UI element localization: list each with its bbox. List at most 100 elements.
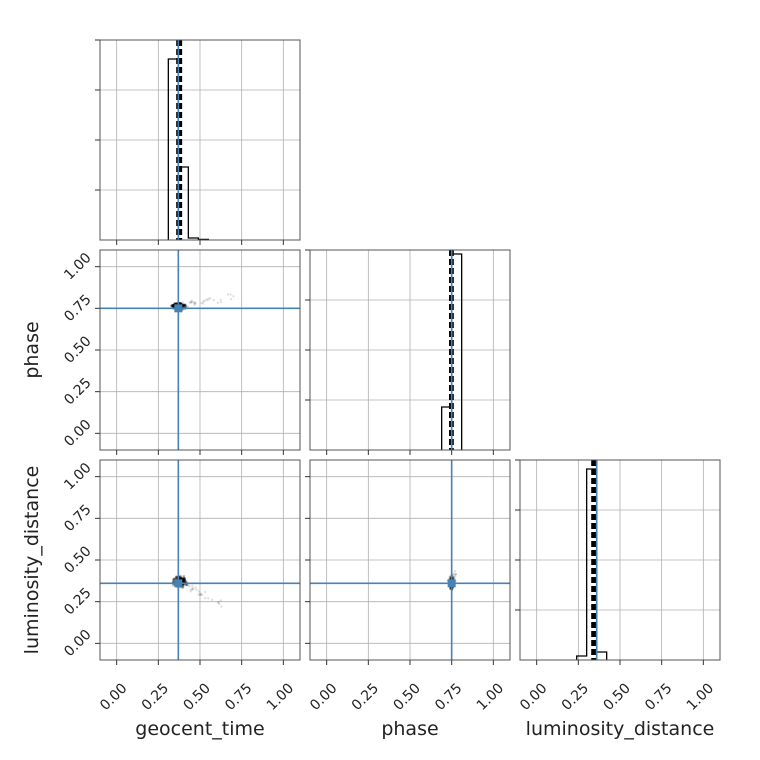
- x-tick-label-luminosity_distance-2: 0.50: [600, 680, 633, 713]
- scatter-point: [183, 577, 186, 580]
- x-tick-label-luminosity_distance-4: 1.00: [684, 680, 717, 713]
- scatter-point: [182, 580, 186, 583]
- scatter-point: [179, 302, 183, 305]
- y-tick-label-luminosity_distance-4: 1.00: [61, 460, 94, 493]
- scatter-point: [182, 579, 185, 583]
- truth-marker-phase-vs-luminosity_distance: [447, 579, 456, 588]
- scatter-point: [172, 303, 175, 307]
- tick-layer: 0.000.250.500.751.000.00 0.25 0.50 0.75 1.00…: [61, 39, 717, 714]
- scatter-point-tail: [197, 593, 200, 596]
- y-tick-label-luminosity_distance-3: 0.75: [61, 502, 94, 535]
- scatter-point: [171, 305, 175, 308]
- scatter-point-tail: [191, 584, 194, 588]
- scatter-point: [182, 576, 186, 580]
- scatter-point-tail: [203, 597, 207, 600]
- scatter-point: [178, 575, 182, 579]
- scatter-point: [169, 304, 173, 308]
- scatter-point: [171, 304, 175, 307]
- scatter-point-tail: [210, 598, 214, 602]
- scatter-point: [174, 577, 178, 580]
- x-tick-label-luminosity_distance-0: 0.00: [517, 680, 550, 713]
- scatter-point-tail: [206, 299, 209, 302]
- scatter-point: [172, 305, 175, 309]
- scatter-point-tail: [203, 300, 206, 303]
- scatter-point: [183, 578, 186, 581]
- scatter-point-tail: [454, 572, 458, 576]
- scatter-point: [181, 305, 185, 309]
- scatter-point-tail: [219, 300, 223, 304]
- scatter-point-tail: [190, 301, 193, 304]
- scatter-point: [183, 577, 186, 581]
- scatter-point: [178, 301, 182, 305]
- scatter-point-tail: [203, 590, 207, 594]
- scatter-point: [183, 303, 187, 307]
- scatter-point-tail: [232, 295, 235, 298]
- x-tick-label-phase-4: 1.00: [474, 680, 507, 713]
- y-tick-label-phase-0: 0.00: [61, 417, 94, 450]
- scatter-point-tail: [453, 569, 457, 573]
- scatter-point-tail: [452, 575, 456, 579]
- y-tick-label-phase-4: 1.00: [61, 250, 94, 283]
- scatter-point-tail: [201, 593, 204, 597]
- scatter-point-tail: [189, 301, 192, 304]
- scatter-point-tail: [217, 601, 220, 604]
- scatter-point: [183, 578, 187, 581]
- scatter-point: [182, 574, 186, 578]
- x-tick-label-luminosity_distance-3: 0.75: [642, 680, 675, 713]
- scatter-point-tail: [208, 297, 212, 300]
- scatter-point: [175, 576, 178, 579]
- scatter-point-tail: [190, 300, 193, 303]
- x-tick-label-geocent_time-2: 0.50: [180, 680, 213, 713]
- scatter-point-tail: [193, 303, 196, 306]
- truth-marker-geocent_time-vs-phase: [174, 304, 183, 313]
- scatter-point: [180, 576, 183, 580]
- scatter-point: [178, 577, 182, 580]
- scatter-point: [179, 576, 183, 580]
- scatter-point-tail: [191, 586, 194, 590]
- x-tick-label-geocent_time-0: 0.00: [97, 680, 130, 713]
- scatter-point-tail: [229, 297, 233, 301]
- scatter-point-tail: [205, 298, 208, 301]
- grid-layer: [100, 40, 720, 660]
- scatter-point-tail: [186, 584, 189, 587]
- scatter-point: [179, 301, 183, 305]
- scatter-point-tail: [186, 305, 190, 308]
- scatter-point: [171, 578, 175, 581]
- scatter-point: [171, 304, 175, 307]
- scatter-point: [182, 305, 186, 309]
- scatter-point: [183, 303, 187, 307]
- scatter-point-tail: [207, 597, 210, 600]
- scatter-point-tail: [187, 583, 190, 586]
- y-tick-label-luminosity_distance-2: 0.50: [61, 543, 94, 576]
- y-axis-label-luminosity-distance: luminosity_distance: [21, 466, 43, 655]
- scatter-point: [171, 303, 175, 307]
- scatter-point: [181, 578, 185, 582]
- scatter-point-tail: [194, 302, 197, 305]
- scatter-point-tail: [220, 605, 223, 608]
- scatter-point-tail: [190, 299, 194, 302]
- scatter-point-tail: [191, 587, 194, 591]
- scatter-point-tail: [229, 293, 232, 296]
- x-tick-label-geocent_time-1: 0.25: [139, 680, 172, 713]
- scatter-point-tail: [184, 584, 187, 587]
- scatter-point: [171, 304, 175, 307]
- scatter-point: [182, 303, 186, 307]
- scatter-point-tail: [216, 301, 220, 305]
- scatter-point-tail: [212, 298, 216, 302]
- scatter-point-tail: [217, 601, 220, 604]
- scatter-point: [184, 579, 187, 583]
- x-axis-label-luminosity-distance: luminosity_distance: [526, 718, 715, 740]
- scatter-point: [182, 304, 186, 307]
- scatter-point-tail: [200, 301, 203, 305]
- x-tick-label-phase-3: 0.75: [432, 680, 465, 713]
- scatter-point-tail: [181, 301, 185, 304]
- truth-marker-geocent_time-vs-luminosity_distance: [174, 579, 183, 588]
- scatter-point: [184, 304, 188, 308]
- scatter-point: [182, 304, 186, 308]
- scatter-point: [173, 301, 177, 305]
- scatter-point: [171, 304, 175, 308]
- scatter-point: [182, 578, 185, 581]
- scatter-point-tail: [199, 592, 203, 595]
- scatter-point: [174, 576, 178, 580]
